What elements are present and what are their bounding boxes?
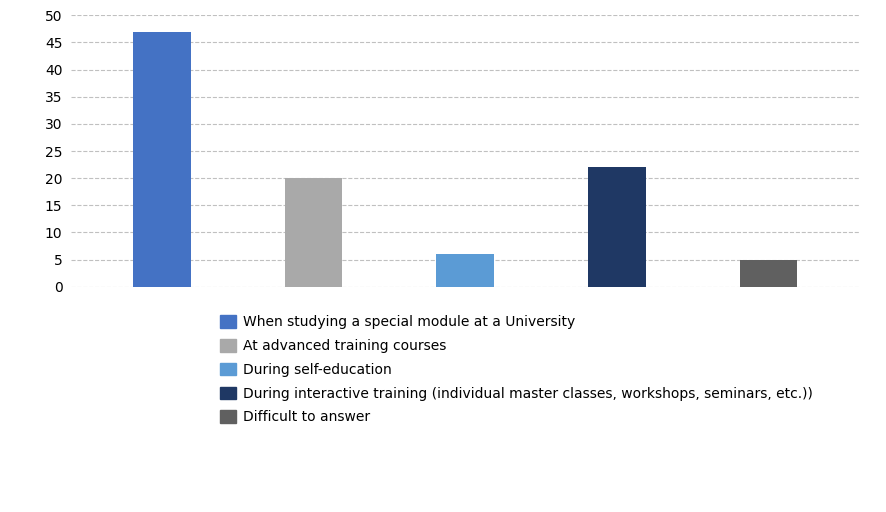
Legend: When studying a special module at a University, At advanced training courses, Du: When studying a special module at a Univ…	[220, 315, 813, 424]
Bar	[436, 254, 494, 287]
Bar	[588, 167, 646, 287]
Bar	[740, 260, 797, 287]
Bar	[133, 32, 190, 287]
Bar	[284, 178, 342, 287]
